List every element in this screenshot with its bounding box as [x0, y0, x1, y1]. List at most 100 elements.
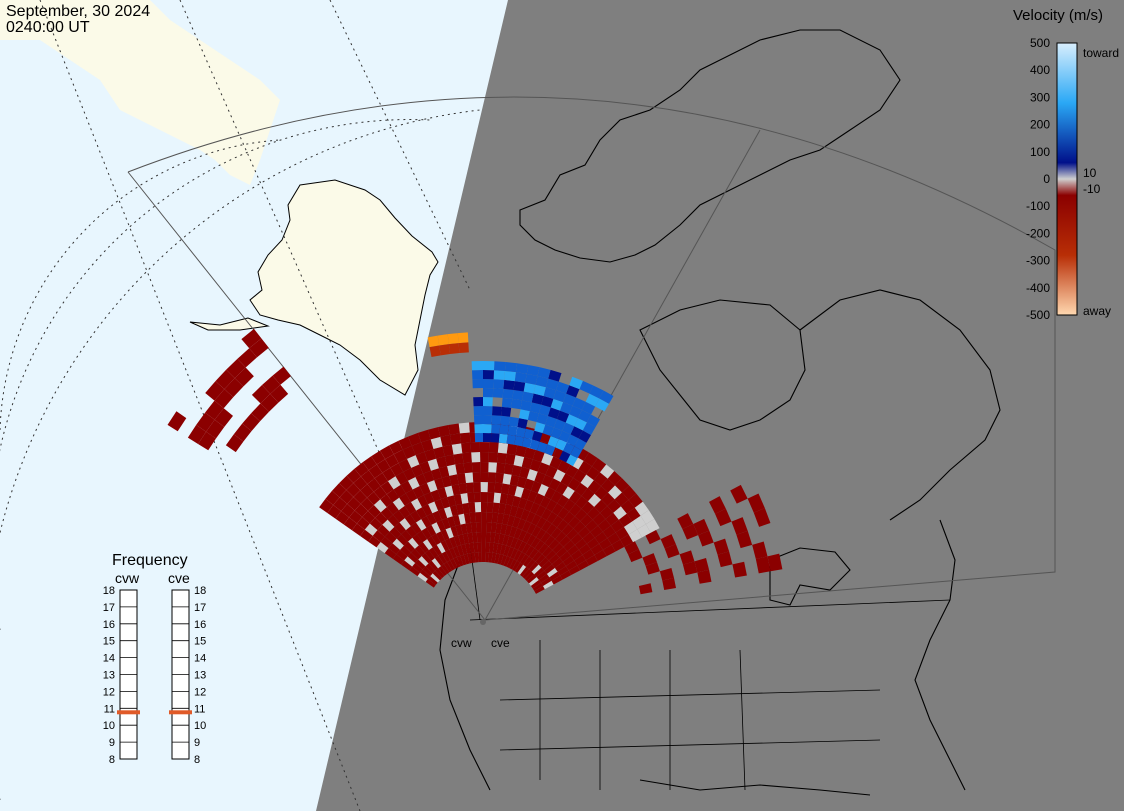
backscatter-cell-away [474, 552, 479, 563]
backscatter-cell-away [476, 522, 482, 533]
frequency-tick-label: 14 [194, 653, 206, 665]
backscatter-cell-away [380, 507, 394, 520]
backscatter-cell-toward [595, 398, 609, 412]
backscatter-cell-away [403, 467, 416, 481]
frequency-marker-cvw [117, 710, 140, 715]
backscatter-cell-away [431, 558, 441, 569]
backscatter-cell-away [611, 539, 625, 552]
continent-outlines [439, 29, 1001, 796]
backscatter-cell-away [444, 454, 456, 467]
backscatter-cell-away [463, 462, 473, 474]
backscatter-cell-away [522, 520, 532, 533]
backscatter-cell-away [551, 575, 563, 585]
backscatter-cell-away [387, 514, 400, 527]
backscatter-cell-away [436, 531, 445, 543]
backscatter-cell-away [546, 511, 558, 524]
backscatter-cell-away [369, 517, 383, 531]
backscatter-cell-away [349, 510, 363, 524]
backscatter-cell-away [613, 506, 627, 520]
velocity-pos-threshold-label: 10 [1083, 166, 1097, 180]
frequency-marker-cve [169, 710, 192, 715]
backscatter-cell-away [581, 488, 595, 502]
backscatter-cell-away [382, 519, 395, 532]
backscatter-cell-away [432, 544, 442, 556]
backscatter-cell-toward [472, 370, 483, 380]
backscatter-cell-away [560, 473, 574, 487]
backscatter-cell-away [563, 499, 576, 512]
backscatter-cell-away [499, 493, 508, 505]
backscatter-cell-away [472, 532, 478, 543]
backscatter-cell-toward [511, 398, 523, 410]
backscatter-cell-away [447, 495, 457, 507]
radar-station-marker [480, 619, 486, 625]
backscatter-cell-away [747, 493, 765, 513]
backscatter-cell-away [450, 433, 462, 445]
backscatter-cell-toward [515, 427, 526, 438]
backscatter-cell-away [590, 525, 603, 538]
backscatter-cell-away [465, 482, 474, 493]
backscatter-cell-toward [569, 376, 583, 390]
backscatter-cell-away [557, 507, 570, 520]
backscatter-cell-away [569, 490, 582, 504]
backscatter-cell-away [767, 553, 783, 572]
backscatter-cell-away [535, 528, 547, 541]
backscatter-cell-away [615, 526, 629, 540]
dayside-land [0, 0, 439, 396]
backscatter-cell-away [432, 510, 442, 523]
backscatter-cell-away [214, 389, 234, 409]
backscatter-cell-away [497, 554, 504, 565]
backscatter-cell-away [519, 566, 529, 577]
backscatter-cell-away [580, 474, 594, 489]
backscatter-cell-away [392, 538, 404, 550]
backscatter-cell-toward [562, 442, 575, 455]
backscatter-cell-away [226, 358, 246, 379]
backscatter-cell-away [214, 408, 233, 428]
backscatter-cell-away [476, 532, 482, 543]
backscatter-cell-away [610, 519, 624, 533]
backscatter-cell-away [485, 532, 491, 543]
backscatter-cell-away [594, 486, 609, 500]
arctic-archipelago-outline [519, 29, 901, 263]
backscatter-cell-away [490, 522, 497, 533]
backscatter-cell-away [453, 493, 463, 506]
backscatter-cell-away [438, 466, 450, 478]
frequency-tick-label: 17 [103, 602, 115, 614]
backscatter-cell-away [434, 499, 444, 511]
backscatter-cell-away [546, 567, 558, 578]
backscatter-cell-away [428, 547, 439, 559]
backscatter-cell-away [412, 562, 423, 573]
backscatter-cell-away [372, 530, 385, 542]
backscatter-cell-away [444, 538, 454, 550]
backscatter-cell-away [441, 551, 451, 562]
backscatter-cell-away [590, 543, 604, 556]
frequency-tick-label: 15 [103, 636, 115, 648]
backscatter-cell-away [373, 499, 387, 513]
backscatter-cell-away [664, 544, 680, 559]
backscatter-cell-away [568, 516, 581, 529]
backscatter-cell-away [346, 483, 361, 497]
backscatter-cell-away [535, 505, 547, 518]
backscatter-cell-away [480, 482, 488, 493]
backscatter-cell-away [438, 508, 448, 521]
map-date: September, 30 2024 [6, 3, 150, 20]
backscatter-cell-away [516, 476, 527, 489]
backscatter-cell-away [422, 539, 433, 551]
backscatter-cell-away [450, 558, 458, 570]
backscatter-cell-toward [502, 388, 514, 399]
backscatter-cell-toward [533, 384, 546, 396]
backscatter-cell-away [215, 369, 235, 390]
backscatter-cell-toward [559, 450, 571, 463]
backscatter-cell-away [386, 489, 400, 503]
velocity-tick-label: -200 [1026, 226, 1050, 240]
backscatter-cell-away [489, 542, 495, 553]
backscatter-cell-away [426, 524, 437, 537]
backscatter-cell-away [538, 557, 549, 568]
backscatter-cell-away [730, 484, 748, 504]
frequency-tick-label: 10 [103, 720, 115, 732]
backscatter-cell-away [554, 561, 566, 572]
backscatter-cell-away [377, 524, 390, 537]
backscatter-cell-toward [493, 361, 506, 371]
backscatter-cell-away [411, 548, 422, 560]
backscatter-cell-away [540, 531, 551, 544]
